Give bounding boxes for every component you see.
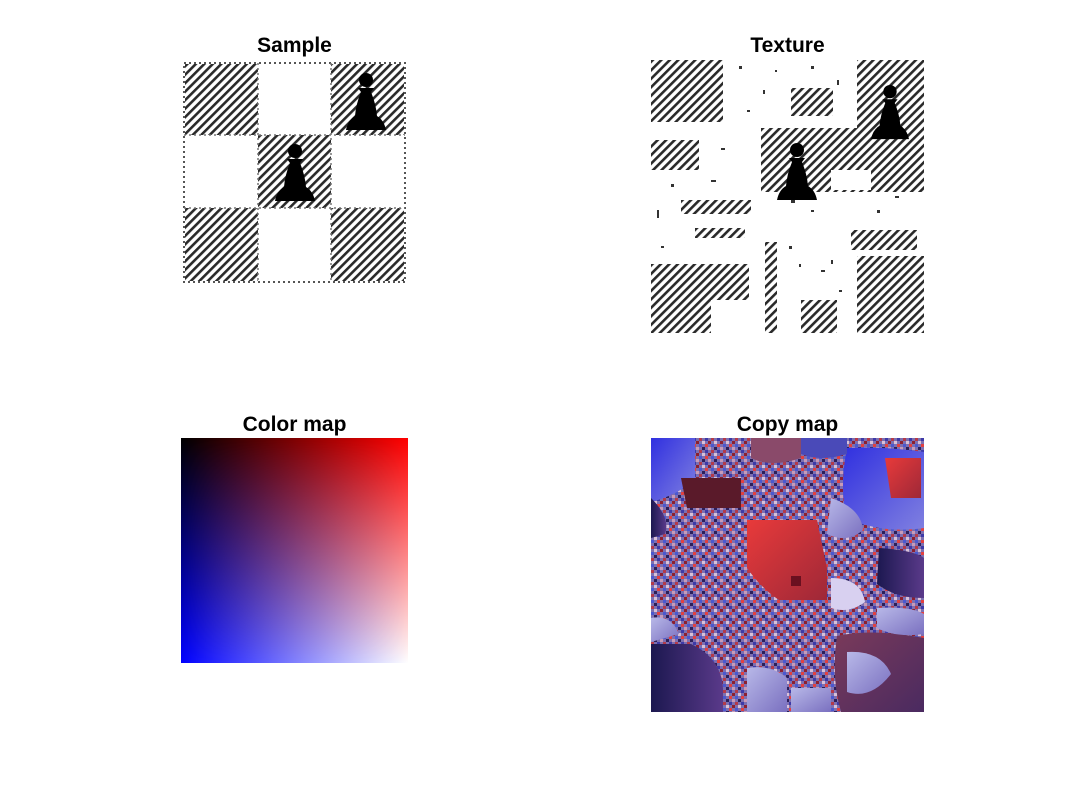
sample-square	[331, 135, 404, 208]
pawn-icon	[275, 144, 315, 201]
sample-square	[331, 208, 404, 281]
sample-image	[181, 60, 408, 285]
pawn-icon	[871, 84, 909, 140]
pawn-icon	[346, 73, 386, 130]
sample-title: Sample	[257, 34, 332, 57]
sample-square	[185, 208, 258, 281]
texture-image	[651, 60, 924, 333]
colormap-image	[181, 438, 408, 663]
sample-square	[258, 64, 331, 135]
copymap-image	[651, 438, 924, 712]
sample-square	[185, 135, 258, 208]
colormap-title: Color map	[242, 413, 347, 436]
texture-title: Texture	[750, 34, 825, 57]
pawn-icon	[777, 143, 817, 200]
copymap-title: Copy map	[736, 413, 839, 436]
sample-square	[258, 208, 331, 281]
sample-square	[185, 64, 258, 135]
